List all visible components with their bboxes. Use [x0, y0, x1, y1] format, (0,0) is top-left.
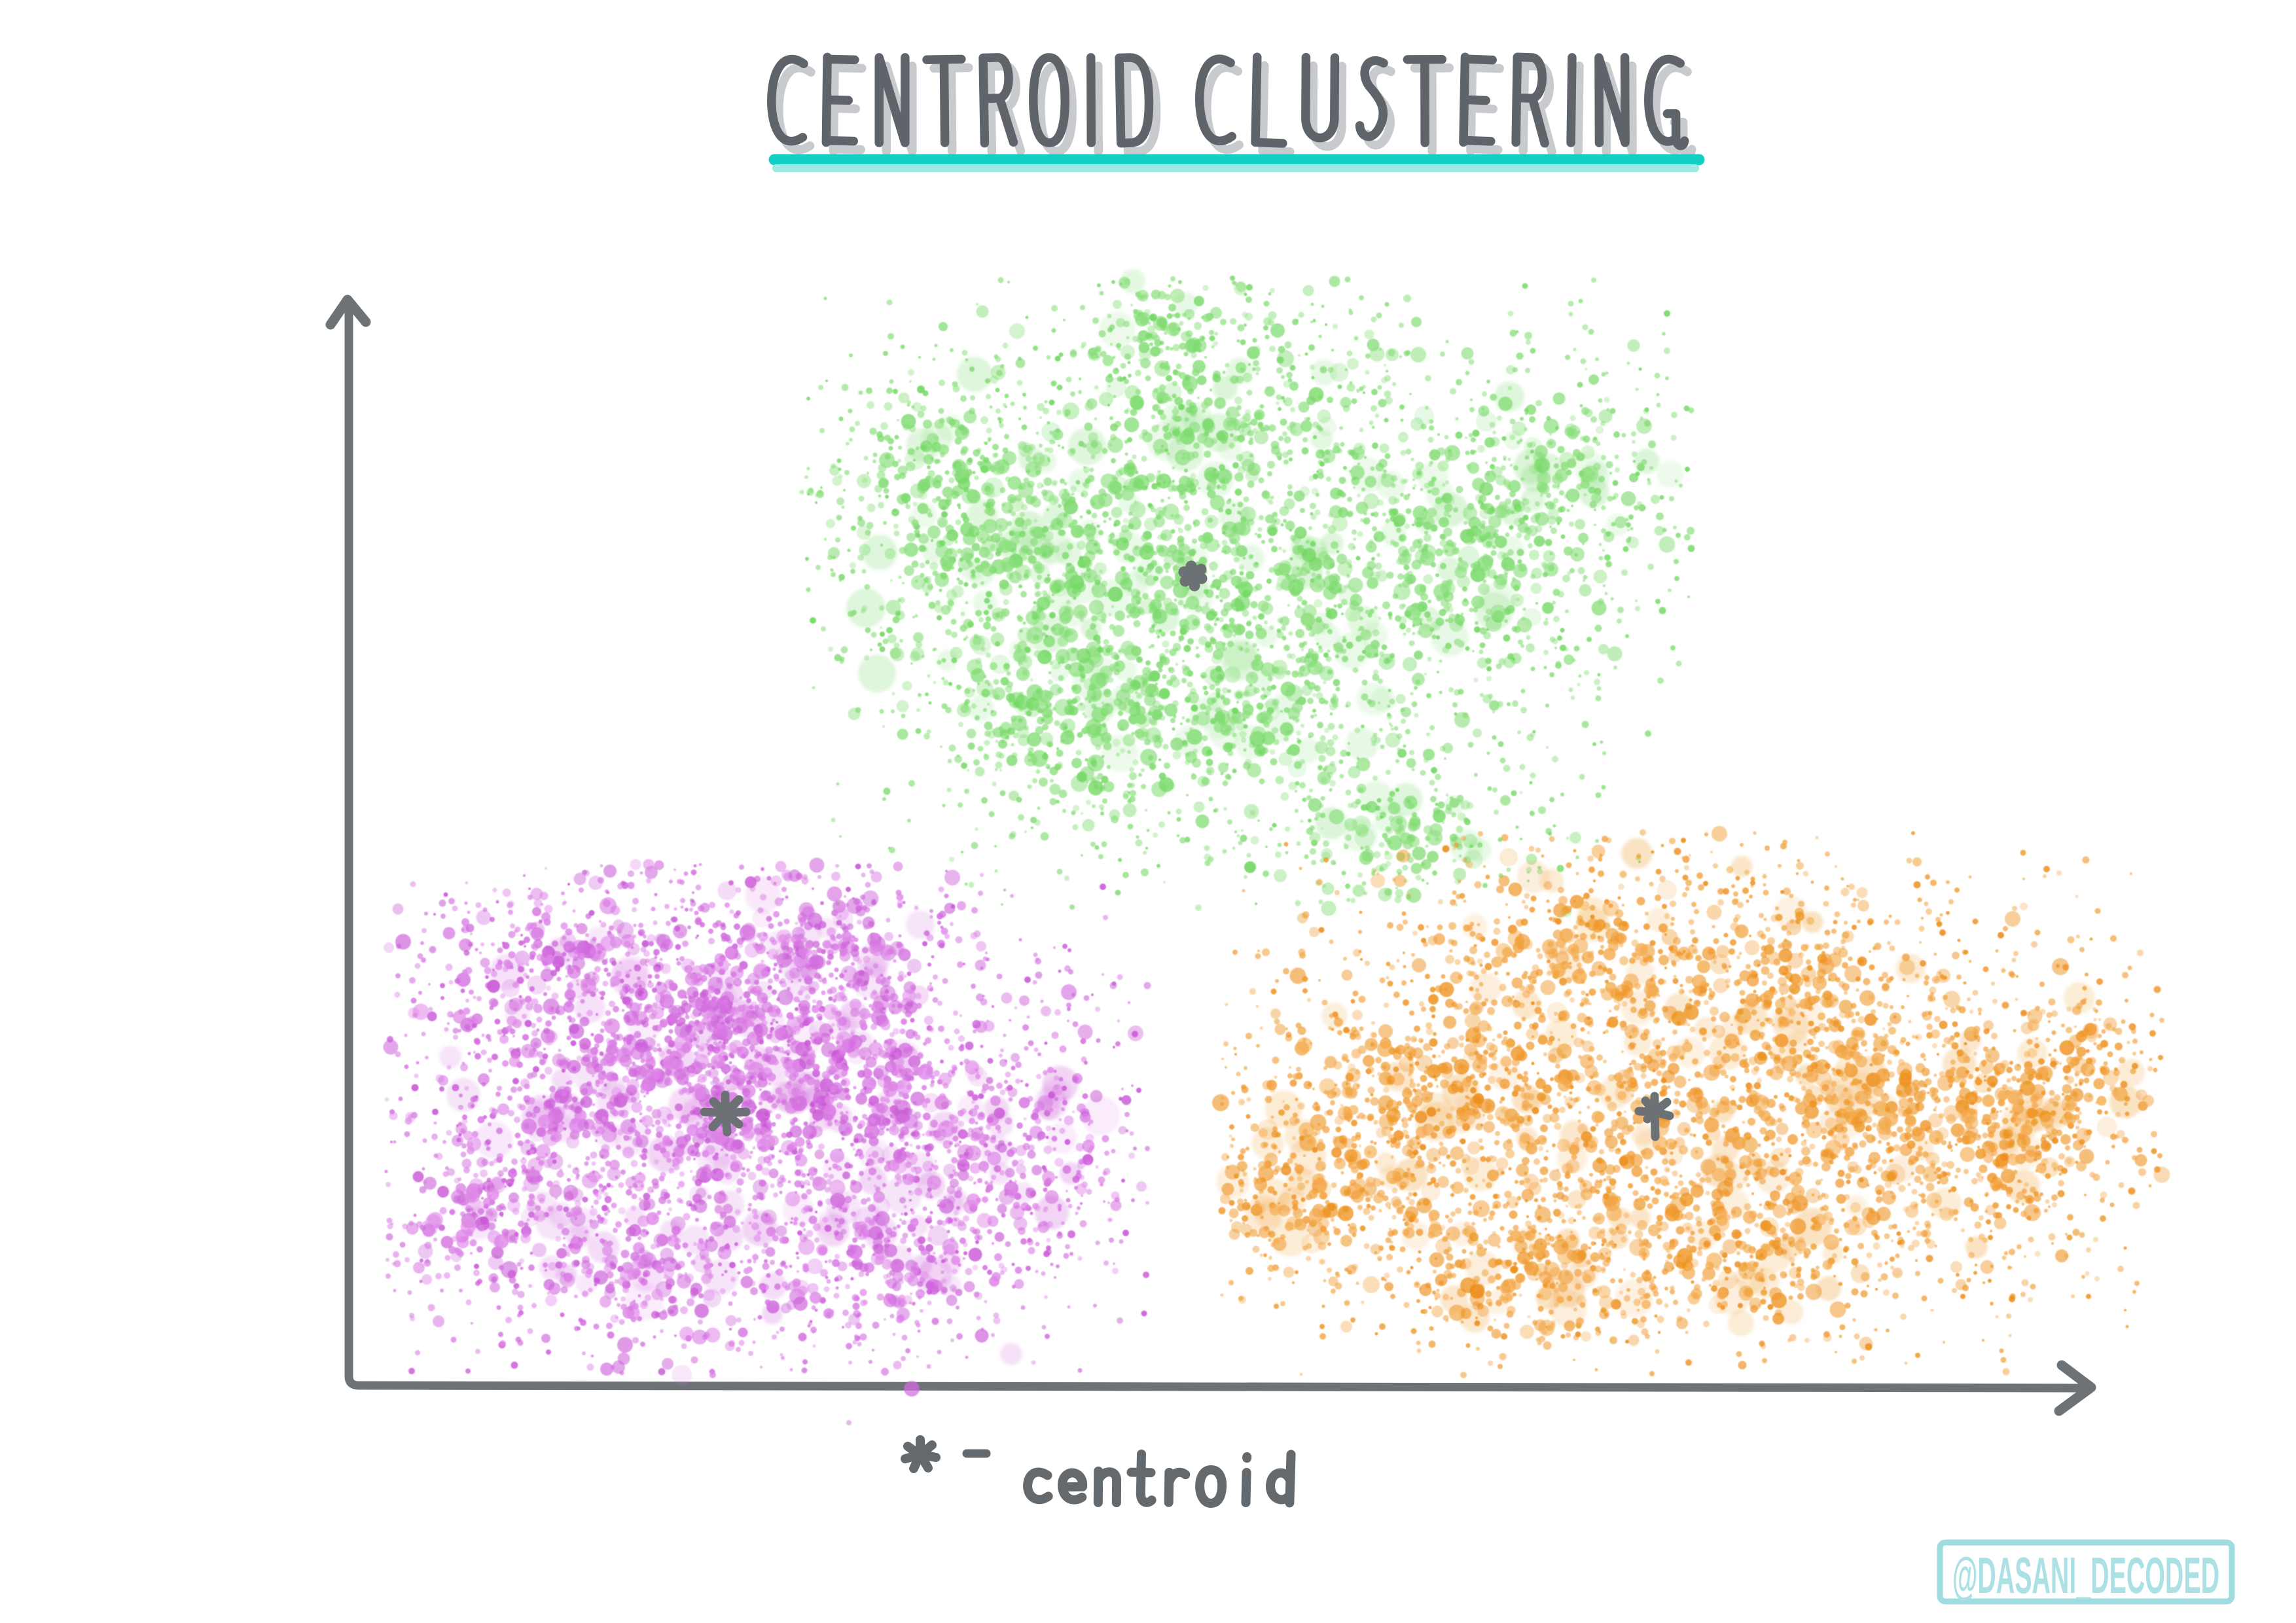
- svg-text:@DASANI_DECODED: @DASANI_DECODED: [1952, 1546, 2219, 1604]
